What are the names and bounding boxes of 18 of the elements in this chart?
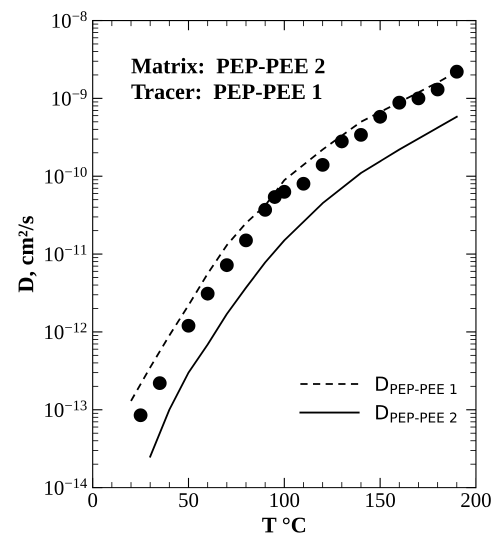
y-tick-label: 10$^{−14}$	[45, 478, 88, 495]
x-tick-label: 150	[366, 493, 395, 508]
y-tick-label: 10$^{−11}$	[45, 244, 86, 262]
legend-label: D$_{PEP-PEE 1}$	[376, 376, 456, 394]
y-tick-label: 10$^{−12}$	[45, 322, 86, 340]
y-tick-label: 10$^{−10}$	[45, 166, 87, 184]
x-axis-title: T °C	[262, 518, 306, 533]
legend-label: D$_{PEP-PEE 2}$	[376, 405, 456, 423]
x-tick-label: 100	[270, 493, 300, 508]
y-tick-label: 10$^{−9}$	[52, 89, 87, 106]
x-tick-label: 200	[461, 493, 491, 508]
x-tick-label: 50	[179, 493, 198, 508]
x-tick-label: 0	[88, 493, 98, 508]
y-tick-label: 10$^{−13}$	[45, 400, 87, 418]
annotation: Tracer: PEP-PEE 1	[131, 84, 322, 100]
y-axis-title: D, cm²/s	[18, 216, 37, 292]
y-tick-label: 10$^{−8}$	[52, 11, 87, 28]
annotation: Matrix: PEP-PEE 2	[131, 58, 324, 74]
